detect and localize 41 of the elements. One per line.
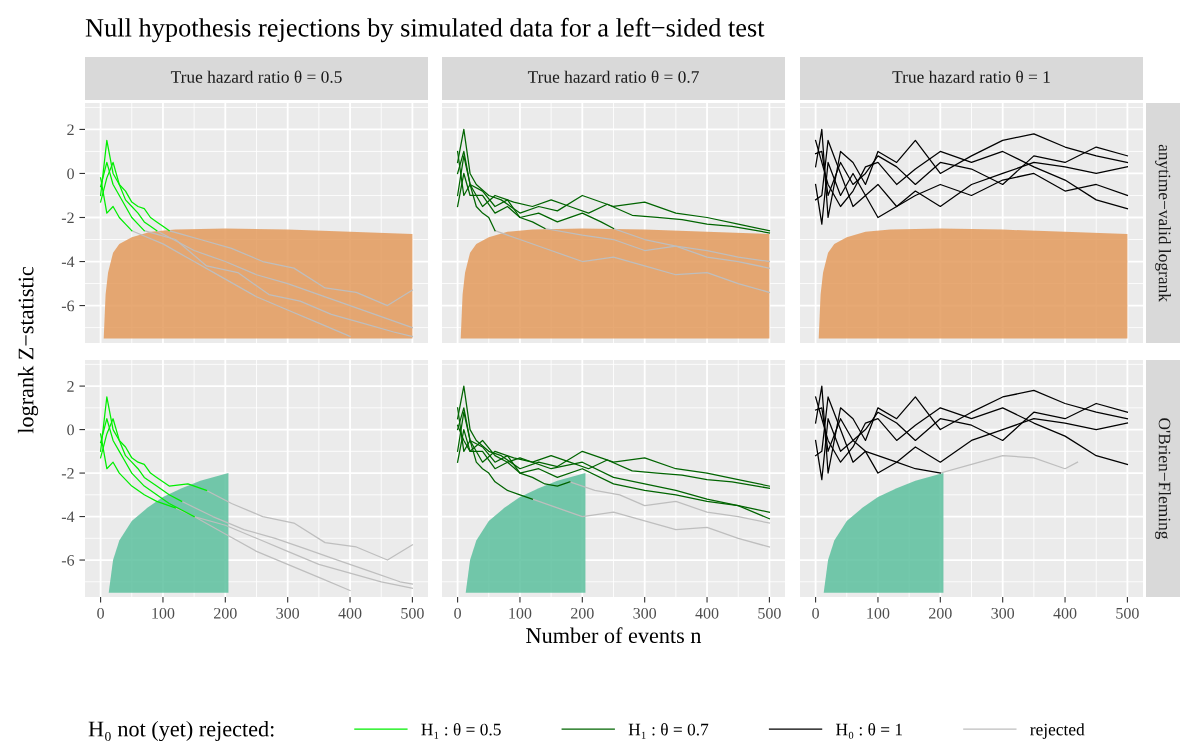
y-tick-label: 0 — [67, 168, 74, 180]
x-tick-label: 300 — [276, 607, 300, 619]
chart-title: Null hypothesis rejections by simulated data for a left−sided test — [85, 17, 765, 43]
y-tick-label: 2 — [67, 381, 74, 392]
y-tick-label: -4 — [61, 511, 75, 523]
chart-subtitle: True hazard ratio θ = 0.5 — [170, 70, 342, 83]
x-tick-label: 200 — [571, 607, 594, 619]
legend-label: H₁ : θ = 0.7 — [628, 723, 709, 739]
legend-label: H₁ : θ = 0.5 — [421, 723, 501, 739]
x-tick-label: 0 — [812, 607, 819, 619]
x-tick-label: 400 — [338, 607, 362, 619]
chart-subtitle: True hazard ratio θ = 0.7 — [527, 70, 699, 83]
x-tick-label: 200 — [929, 607, 952, 619]
y-tick-label: 0 — [67, 424, 74, 436]
y2-axis-title: anytime−valid logrank — [1155, 144, 1171, 302]
x-axis-title: Number of events n — [526, 627, 702, 644]
x-tick-label: 400 — [695, 607, 719, 619]
y-tick-label: 2 — [67, 124, 74, 135]
y-axis-title: logrank Z−statistic — [17, 266, 39, 434]
legend-label: rejected — [1030, 723, 1085, 739]
x-tick-label: 100 — [509, 607, 532, 619]
x-tick-label: 0 — [454, 607, 461, 619]
legend-label: H₀ : θ = 1 — [835, 723, 903, 739]
y2-axis-title: O'Brien−Fleming — [1155, 418, 1171, 540]
x-tick-label: 200 — [214, 607, 237, 619]
y-tick-label: -2 — [61, 468, 74, 479]
x-tick-label: 100 — [867, 607, 890, 619]
x-tick-label: 0 — [97, 607, 104, 619]
x-tick-label: 500 — [758, 607, 781, 619]
x-tick-label: 500 — [401, 607, 424, 619]
y-tick-label: -4 — [61, 256, 75, 268]
y-tick-label: -6 — [61, 300, 75, 312]
x-tick-label: 500 — [1116, 607, 1139, 619]
chart-subtitle: True hazard ratio θ = 1 — [892, 70, 1050, 83]
y-tick-label: -6 — [61, 555, 75, 566]
x-tick-label: 400 — [1053, 607, 1077, 619]
x-tick-label: 300 — [991, 607, 1015, 619]
y-tick-label: -2 — [61, 212, 74, 224]
x-tick-label: 100 — [152, 607, 175, 619]
x-tick-label: 300 — [633, 607, 657, 619]
legend-title: H₀ not (yet) rejected: — [88, 720, 274, 742]
